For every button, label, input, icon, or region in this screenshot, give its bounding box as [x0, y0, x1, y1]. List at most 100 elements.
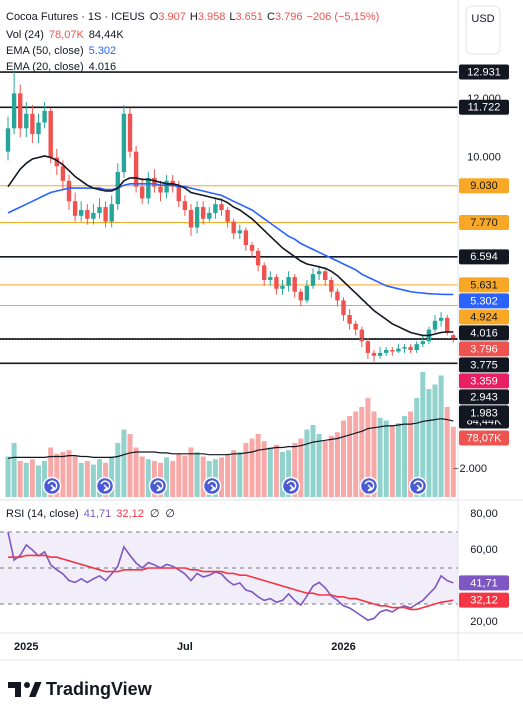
volume-bar [359, 407, 365, 497]
y-tick-label: 60,00 [470, 544, 498, 556]
volume-bar [109, 456, 115, 497]
candle-body [390, 350, 395, 352]
price-tag-label: 4.016 [470, 327, 498, 339]
volume-bar [182, 455, 188, 497]
candle-body [377, 352, 383, 356]
legend-value: 41,71 [84, 508, 112, 520]
volume-bar [54, 453, 60, 497]
y2-tick-label: −2.000 [453, 463, 487, 475]
rsi-line [8, 554, 454, 611]
volume-bar [347, 416, 353, 497]
currency[interactable]: USD [471, 13, 494, 25]
event-icon [148, 476, 168, 496]
legend-value: 4.016 [89, 61, 117, 73]
ohlc-label: L [229, 11, 235, 23]
event-icon [95, 476, 115, 496]
price-tag-label: 41,71 [470, 577, 498, 589]
price-tag-label: 7.770 [470, 217, 498, 229]
candle-body [11, 93, 17, 129]
volume-bar [29, 459, 35, 497]
candle-body [396, 348, 401, 352]
candle-body [140, 186, 145, 199]
legend-value: 78,07K [49, 29, 85, 41]
candle-body [445, 317, 450, 333]
volume-bar [322, 441, 328, 497]
x-tick-label: 2026 [331, 641, 355, 653]
candle-body [414, 344, 419, 350]
candle-body [341, 300, 346, 315]
candle-body [152, 177, 157, 187]
volume-bar [261, 441, 267, 497]
legend-symbol: ∅ [150, 508, 160, 520]
candle-body [207, 212, 212, 219]
price-tag-label: 9.030 [470, 180, 498, 192]
volume-bar [121, 429, 127, 497]
volume-bar [5, 456, 11, 497]
volume-bar [60, 452, 66, 497]
candle-body [97, 207, 102, 213]
brand: TradingView [46, 679, 153, 699]
volume-bar [42, 461, 48, 497]
price-tag-label: 3.775 [470, 359, 498, 371]
candle-body [66, 180, 72, 202]
price-tag-label: 1.983 [470, 407, 498, 419]
volume-bar [432, 384, 438, 497]
price-tag [459, 389, 509, 405]
volume-bar [249, 438, 255, 497]
legend-ema20: EMA (20, close) 4.016 [6, 61, 116, 73]
candle-body [438, 317, 444, 321]
candle-body [127, 113, 133, 152]
legend-volume: Vol (24) 78,07K 84,44K [6, 29, 124, 41]
logo-mark [8, 682, 21, 697]
candle-body [298, 291, 303, 301]
legend-value: 5.302 [89, 45, 117, 57]
candle-body [329, 280, 334, 292]
candle-body [158, 186, 163, 193]
candle-body [231, 221, 236, 234]
price-tag [459, 215, 509, 231]
ema-line [7, 155, 454, 337]
y-tick-label: 80,00 [470, 508, 498, 520]
volume-bar [292, 443, 298, 497]
volume-bar [78, 462, 84, 497]
price-tag-label: 5.631 [470, 279, 498, 291]
price-tag-label: 3.359 [470, 375, 498, 387]
legend-label: Vol (24) [6, 29, 44, 41]
volume-bar [353, 411, 359, 497]
currency-box[interactable] [465, 5, 501, 55]
candle-body [280, 285, 285, 289]
volume-bar [48, 447, 54, 497]
price-tag [459, 592, 509, 608]
volume-bar [219, 457, 224, 497]
volume-bar [267, 447, 273, 497]
candle-body [103, 207, 108, 222]
legend-rsi: RSI (14, close) 41,71 32,12 ∅ ∅ [6, 508, 175, 520]
volume-bar [188, 447, 194, 497]
volume-bar [304, 429, 310, 497]
price-tag [459, 325, 509, 341]
candle-body [42, 110, 47, 123]
volume-bar [420, 371, 426, 497]
candle-body [213, 204, 218, 213]
candle-body [359, 329, 364, 342]
volume-bar [402, 416, 407, 497]
candle-body [121, 113, 127, 173]
ohlc-label: H [190, 11, 198, 23]
price-tag-label: 32,12 [470, 595, 498, 607]
volume-bar [243, 443, 249, 497]
price-tag-label: 6.594 [470, 251, 498, 263]
volume-bar [298, 438, 304, 497]
ohlc-label: C [267, 11, 275, 23]
logo-mark [24, 682, 30, 688]
high-value: 3.958 [198, 11, 226, 23]
candle-body [201, 207, 206, 219]
candle-body [164, 180, 169, 193]
candle-body [365, 341, 371, 353]
price-tag [459, 430, 509, 446]
candle-body [219, 204, 224, 210]
candle-body [36, 122, 41, 135]
price-tag [459, 249, 509, 265]
candle-body [30, 113, 35, 135]
rsi-band [0, 532, 458, 604]
